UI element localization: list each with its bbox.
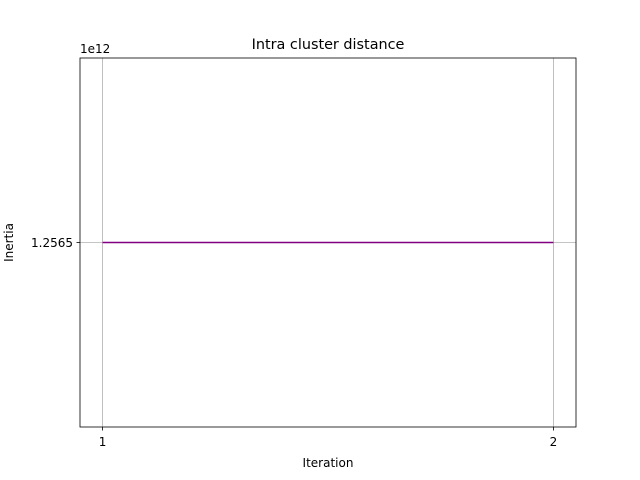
y-axis-offset-text: 1e12: [80, 42, 110, 56]
x-axis-label: Iteration: [303, 456, 354, 470]
y-tick-label: 1.2565: [31, 236, 73, 250]
axis-ticks: 1 2 1.2565: [31, 236, 557, 449]
x-tick-label: 2: [550, 435, 558, 449]
chart-title: Intra cluster distance: [252, 37, 405, 53]
x-tick-label: 1: [99, 435, 107, 449]
y-axis-label: Inertia: [2, 223, 16, 262]
